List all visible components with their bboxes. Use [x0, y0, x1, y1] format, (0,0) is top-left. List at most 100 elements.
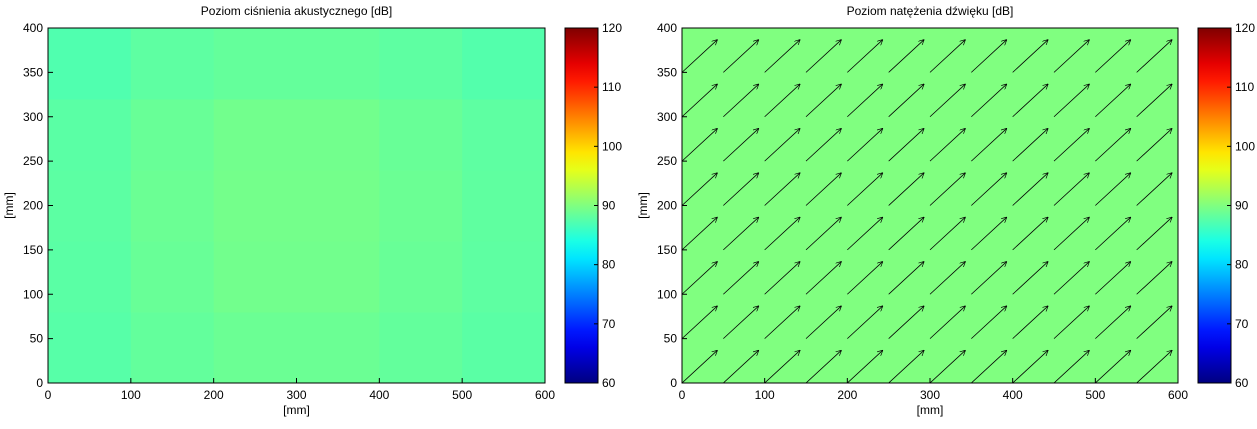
vector-arrow — [929, 350, 966, 384]
vector-arrow — [888, 261, 925, 295]
vector-arrow — [1095, 40, 1131, 73]
vector-arrow — [1012, 350, 1049, 384]
colorbar — [564, 27, 599, 384]
heat-cell — [379, 99, 463, 171]
vector-arrow — [681, 173, 718, 206]
colorbar — [1197, 27, 1232, 384]
vector-arrow — [764, 217, 801, 251]
vector-arrow — [888, 128, 925, 162]
vector-arrow — [1012, 217, 1049, 251]
heat-cell — [130, 99, 215, 171]
y-tick-label: 400 — [657, 21, 677, 35]
y-tick-label: 100 — [23, 287, 43, 301]
vector-arrow — [971, 84, 1007, 118]
x-tick-label: 300 — [286, 388, 306, 402]
vector-arrow — [681, 261, 718, 295]
vector-arrow — [1053, 261, 1090, 295]
vector-arrow — [847, 350, 883, 384]
vector-arrow — [1053, 128, 1090, 162]
heat-cell — [462, 99, 546, 171]
vector-arrow — [1012, 84, 1049, 118]
vector-arrow — [805, 128, 842, 162]
vector-arrow — [888, 217, 925, 251]
x-tick-label: 600 — [1168, 388, 1188, 402]
x-tick-label: 200 — [837, 388, 857, 402]
vector-arrow — [1095, 350, 1131, 384]
vector-arrow — [805, 217, 842, 251]
x-tick-label: 0 — [45, 388, 52, 402]
vector-arrow — [847, 261, 883, 295]
vector-arrow — [1053, 84, 1090, 118]
vector-arrow — [1136, 40, 1173, 73]
colorbar-tick-label: 70 — [1235, 317, 1249, 331]
vector-arrow — [847, 84, 883, 118]
vector-arrow — [1053, 40, 1090, 73]
vector-arrow — [971, 40, 1007, 73]
heat-cell — [296, 28, 380, 100]
vector-arrow — [971, 217, 1007, 251]
vector-arrow — [764, 306, 801, 339]
colorbar-tick-label: 120 — [1235, 21, 1255, 35]
y-axis-label: [mm] — [2, 192, 16, 219]
colorbar-tick-label: 100 — [1235, 139, 1255, 153]
vector-arrow — [1012, 173, 1049, 206]
vector-arrow — [681, 128, 718, 162]
vector-arrow — [1095, 84, 1131, 118]
x-tick-label: 500 — [452, 388, 472, 402]
colorbar-tick-label: 110 — [602, 80, 621, 94]
heat-cell — [462, 28, 546, 100]
heat-cell — [213, 28, 297, 100]
y-tick-label: 150 — [23, 243, 43, 257]
vector-arrow — [1012, 306, 1049, 339]
vector-arrow — [1095, 173, 1131, 206]
heat-cell — [213, 241, 297, 313]
chart-title: Poziom natężenia dźwięku [dB] — [847, 4, 1014, 18]
vector-arrow — [929, 128, 966, 162]
y-tick-label: 100 — [657, 287, 677, 301]
y-tick-label: 150 — [657, 243, 677, 257]
heat-cell — [462, 241, 546, 313]
colorbar-tick-label: 110 — [1235, 80, 1254, 94]
vector-arrow — [1095, 261, 1131, 295]
x-tick-label: 200 — [204, 388, 224, 402]
x-tick-label: 300 — [920, 388, 940, 402]
heat-cell — [379, 241, 463, 313]
x-tick-label: 400 — [1003, 388, 1023, 402]
vector-arrow — [723, 261, 759, 295]
vector-arrow — [888, 350, 925, 384]
vector-arrow — [723, 128, 759, 162]
vector-arrow — [1136, 84, 1173, 118]
vector-arrow — [681, 217, 718, 251]
y-tick-label: 200 — [657, 199, 677, 213]
y-axis-label: [mm] — [636, 192, 650, 219]
vector-arrow — [1053, 350, 1090, 384]
plot: 0 100 200 300 400 500 600 0 50 100 150 200 250 300 350… — [2, 4, 622, 417]
heat-cell — [462, 312, 546, 384]
colorbar-tick-label: 90 — [1235, 199, 1249, 213]
y-tick-label: 250 — [657, 154, 677, 168]
vector-arrow — [805, 173, 842, 206]
x-axis-label: [mm] — [283, 403, 310, 417]
y-tick-label: 50 — [30, 332, 44, 346]
heat-cell — [48, 241, 132, 313]
y-tick-label: 200 — [23, 199, 43, 213]
x-tick-label: 100 — [755, 388, 775, 402]
vector-arrow — [723, 40, 759, 73]
vector-arrow — [971, 173, 1007, 206]
heat-cell — [213, 170, 297, 242]
colorbar-tick-label: 90 — [602, 199, 616, 213]
heat-cell — [130, 170, 215, 242]
plot: 0 100 200 300 400 500 600 0 50 100 150 200 250 300 350… — [636, 4, 1255, 417]
heat-cell — [379, 312, 463, 384]
vector-arrow — [723, 217, 759, 251]
vector-arrow — [1012, 40, 1049, 73]
heat-cell — [130, 312, 215, 384]
colorbar-tick-label: 120 — [602, 21, 622, 35]
colorbar-tick-label: 80 — [1235, 258, 1249, 272]
vector-arrow — [681, 350, 718, 384]
vector-arrow — [847, 173, 883, 206]
vector-arrow — [971, 306, 1007, 339]
vector-arrow — [805, 261, 842, 295]
heat-cell — [296, 312, 380, 384]
x-tick-label: 100 — [121, 388, 141, 402]
